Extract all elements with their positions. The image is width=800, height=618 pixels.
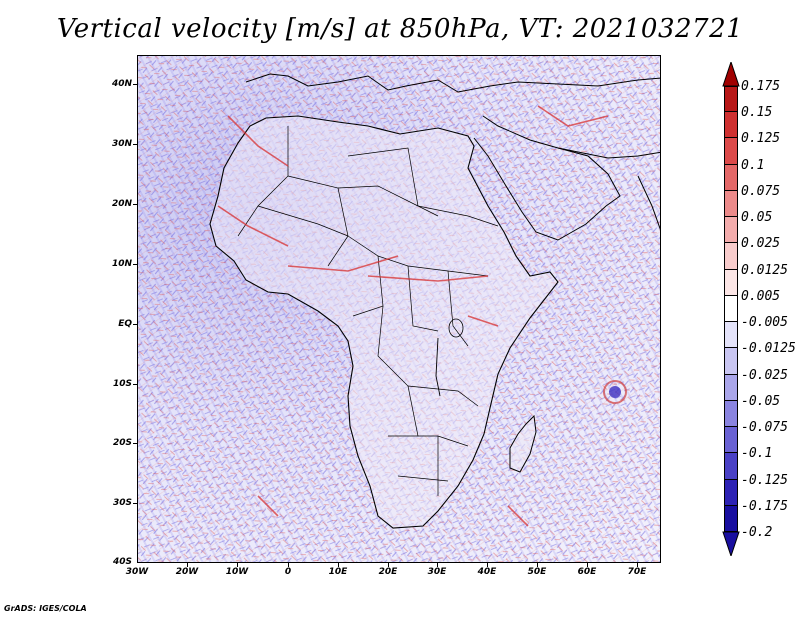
colorbar-label: 0.175 [741,79,781,94]
india-coast [637,175,660,230]
colorbar-label: 0.075 [741,183,781,199]
lon-tick [537,563,538,567]
europe-coastline [245,73,660,93]
map-canvas [138,56,660,562]
lat-tick [133,324,137,325]
colorbar-bottom-arrow [722,531,740,556]
colorbar-swatch [724,400,738,428]
colorbar-swatch [724,427,738,454]
colorbar-swatch [724,138,738,165]
madagascar [509,414,537,473]
colorbar-swatch [724,348,738,375]
colorbar-swatch [724,505,738,532]
lon-tick [637,563,638,567]
lat-label: 40S [112,557,132,567]
lat-tick [133,84,137,85]
lat-label: 10N [111,259,132,269]
colorbar-label: -0.0125 [741,341,796,357]
lon-tick [437,563,438,567]
lat-label: 40N [111,79,132,89]
lat-label: EQ [118,319,132,329]
lat-label: 10S [112,379,132,389]
lat-tick [133,264,137,265]
africa-coastline [209,115,559,529]
colorbar-swatch [724,112,738,139]
lat-tick [133,503,137,504]
lake-victoria [448,318,464,338]
cyclone-core [609,386,621,398]
cyclone-ring [603,380,627,404]
lon-tick [587,563,588,567]
lake-tanganyika [435,337,441,397]
lat-label: 30N [111,139,132,149]
colorbar-label: -0.05 [741,393,781,409]
colorbar-arrows [722,62,740,556]
colorbar-label: 0.025 [741,236,781,252]
colorbar-swatch [724,374,738,401]
colorbar-label: -0.125 [741,472,788,488]
colorbar-swatch [724,217,738,244]
map-plot-area [137,55,661,563]
lat-tick [133,144,137,145]
colorbar-label: 0.0125 [741,262,788,278]
colorbar-label: 0.05 [741,210,773,226]
colorbar-swatch [724,164,738,191]
colorbar-label: 0.005 [741,288,781,304]
colorbar-swatch [724,269,738,296]
colorbar-swatch [724,322,738,349]
colorbar-swatch [724,86,738,113]
colorbar-label: -0.025 [741,367,788,383]
lon-tick [288,563,289,567]
colorbar-top-arrow [722,62,740,87]
lon-label: 20E [378,567,398,577]
lon-tick [338,563,339,567]
lat-tick [133,384,137,385]
colorbar-label: 0.125 [741,131,781,147]
colorbar-label: -0.2 [741,525,773,540]
grads-credit: GrADS: IGES/COLA [4,604,87,613]
lon-label: 40E [477,567,497,577]
lon-label: 0 [284,567,292,577]
lon-label: 30W [125,567,149,577]
lat-label: 30S [112,498,132,508]
lon-tick [388,563,389,567]
lat-tick [133,204,137,205]
lat-label: 20N [111,199,132,209]
lon-label: 20W [175,567,199,577]
colorbar-label: -0.1 [741,446,773,462]
lat-label: 20S [112,438,132,448]
lon-label: 70E [627,567,647,577]
page-title: Vertical velocity [m/s] at 850hPa, VT: 2… [56,14,744,44]
colorbar-swatch [724,243,738,270]
colorbar-label: 0.15 [741,105,773,121]
colorbar-label: -0.075 [741,420,788,436]
colorbar-swatch [724,479,738,506]
lat-tick [133,443,137,444]
lon-label: 30E [427,567,447,577]
lon-label: 50E [527,567,547,577]
country-borders [237,126,499,496]
lon-tick [187,563,188,567]
ascent-streaks [217,105,609,527]
lon-tick [237,563,238,567]
lon-label: 10W [225,567,249,577]
colorbar-label: -0.175 [741,498,788,514]
lon-tick [487,563,488,567]
colorbar-label: -0.005 [741,315,788,331]
arabian-peninsula [473,115,621,241]
colorbar: 0.175 0.15 0.125 0.1 0.075 0.05 0.025 0.0125 0.0… [722,62,800,556]
colorbar-swatch [724,190,738,218]
lon-label: 10E [328,567,348,577]
colorbar-label: 0.1 [741,157,765,173]
lon-label: 60E [577,567,597,577]
iran-coast [557,147,660,159]
colorbar-swatch [724,453,738,480]
colorbar-swatch [724,295,738,323]
